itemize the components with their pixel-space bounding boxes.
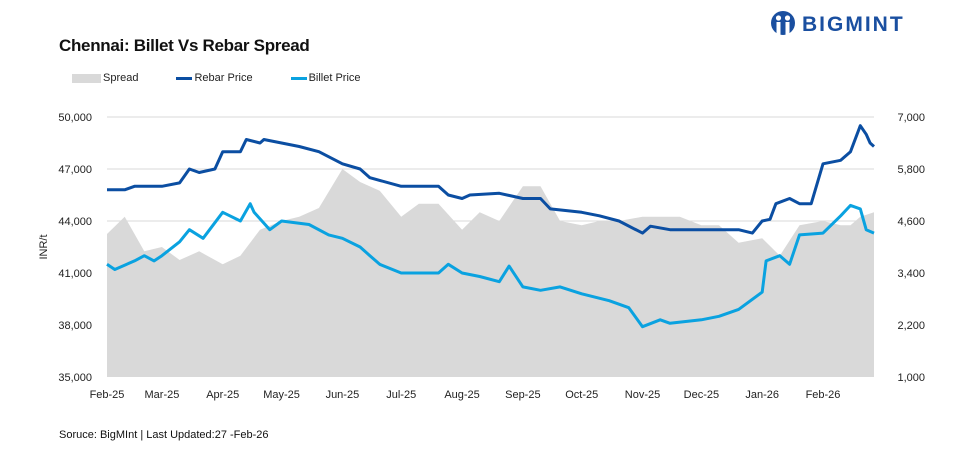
y-tick-label: 41,000 <box>58 268 92 280</box>
logo-text: BIGMINT <box>802 13 905 36</box>
y-tick-label: 50,000 <box>58 112 92 124</box>
x-tick-label: Sep-25 <box>505 389 540 401</box>
y2-tick-label: 2,200 <box>897 320 925 332</box>
legend: Spread Rebar Price Billet Price <box>72 72 399 84</box>
x-tick-label: Feb-25 <box>90 389 125 401</box>
legend-item-spread: Spread <box>72 72 138 84</box>
y-tick-label: 38,000 <box>58 320 92 332</box>
spread-area <box>107 169 874 377</box>
y2-tick-label: 3,400 <box>897 268 925 280</box>
x-tick-label: Mar-25 <box>145 389 180 401</box>
x-tick-label: Jan-26 <box>745 389 779 401</box>
legend-item-billet: Billet Price <box>290 72 361 84</box>
y2-tick-label: 4,600 <box>897 216 925 228</box>
chart-title: Chennai: Billet Vs Rebar Spread <box>59 36 310 55</box>
bigmint-logo: BIGMINT <box>770 10 905 40</box>
x-tick-label: Nov-25 <box>625 389 660 401</box>
x-tick-label: Oct-25 <box>565 389 598 401</box>
x-tick-label: Jul-25 <box>386 389 416 401</box>
y-tick-label: 44,000 <box>58 216 92 228</box>
billet-price-line <box>106 202 875 329</box>
rebar-price-line <box>107 124 876 235</box>
y-axis-label: INR/t <box>38 234 50 259</box>
x-tick-label: May-25 <box>263 389 300 401</box>
y2-tick-label: 5,800 <box>897 164 925 176</box>
x-tick-label: Feb-26 <box>806 389 841 401</box>
y-tick-label: 47,000 <box>58 164 92 176</box>
x-tick-label: Apr-25 <box>206 389 239 401</box>
source-note: Soruce: BigMInt | Last Updated:27 -Feb-2… <box>59 429 269 441</box>
x-tick-label: Aug-25 <box>444 389 479 401</box>
logo-icon <box>771 11 795 36</box>
x-tick-label: Dec-25 <box>684 389 719 401</box>
y2-tick-label: 1,000 <box>897 372 925 384</box>
y2-tick-label: 7,000 <box>897 112 925 124</box>
y-tick-label: 35,000 <box>58 372 92 384</box>
x-tick-label: Jun-25 <box>326 389 360 401</box>
legend-item-rebar: Rebar Price <box>176 72 253 84</box>
